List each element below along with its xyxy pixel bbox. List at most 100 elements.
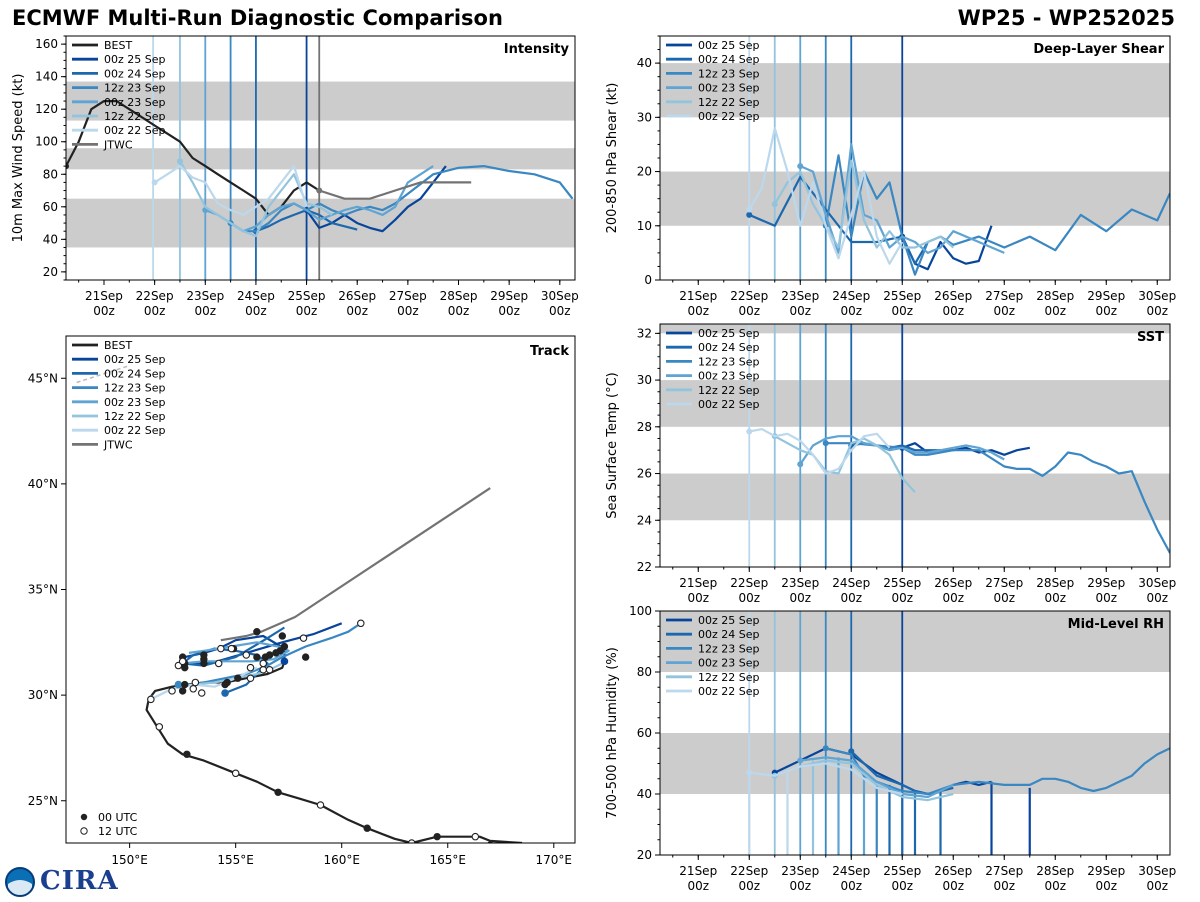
legend-label: 00z 23 Sep: [698, 657, 760, 670]
legend-label: 00z 24 Sep: [104, 367, 166, 380]
x-tick-label: 25Sep: [883, 289, 921, 303]
x-tick-label: 29Sep: [1087, 864, 1125, 878]
legend-label: 00z 23 Sep: [698, 82, 760, 95]
threshold-band: [660, 733, 1170, 794]
legend-label: BEST: [104, 339, 132, 352]
series-start-marker: [822, 440, 829, 447]
x-tick-label: 00z: [144, 304, 166, 318]
marker-12utc: [168, 687, 176, 695]
series-line: [773, 159, 955, 249]
legend-label: 00z 24 Sep: [698, 341, 760, 354]
y-tick-label: 20: [637, 848, 652, 862]
x-tick-label: 30Sep: [1138, 864, 1176, 878]
x-tick-label: 00z: [789, 879, 811, 893]
marker-12utc: [299, 634, 308, 642]
x-tick-label: 00z: [840, 304, 862, 318]
y-tick-label: 35°N: [28, 583, 58, 597]
panel-plot-area: [76, 364, 523, 843]
x-tick-label: 00z: [1146, 304, 1168, 318]
marker-12utc: [231, 769, 240, 778]
panel-track: 150°E 155°E 160°E 165°E 170°E 25°N 30°N 35°N 40°…: [28, 335, 576, 867]
marker-00utc: [223, 678, 231, 687]
panel-title: Track: [530, 344, 569, 359]
legend-label: 12z 22 Sep: [698, 384, 760, 397]
x-tick-label: 00z: [296, 304, 318, 318]
legend-label: 12z 22 Sep: [104, 110, 166, 123]
legend-label: 00z 22 Sep: [698, 685, 760, 698]
x-tick-label: 00z: [1095, 591, 1117, 605]
marker-12utc: [178, 657, 187, 666]
marker-12utc: [259, 666, 267, 674]
marker-00utc: [265, 651, 274, 659]
y-axis-label: 200-850 hPa Shear (kt): [605, 83, 620, 234]
y-tick-label: 100: [629, 604, 652, 618]
x-tick-label: 00z: [687, 591, 709, 605]
legend-label: BEST: [104, 39, 132, 52]
x-tick-label: 29Sep: [1087, 289, 1125, 303]
threshold-band: [660, 611, 1170, 672]
series-start-marker: [746, 206, 753, 213]
marker-12utc: [246, 663, 255, 672]
threshold-band: [66, 148, 575, 170]
x-tick-label: 30Sep: [541, 289, 579, 303]
marker-00utc: [276, 647, 284, 655]
marker-12utc: [147, 695, 155, 704]
x-tick-label: 155°E: [217, 853, 254, 867]
y-tick-label: 60: [637, 726, 652, 740]
x-tick-label: 22Sep: [136, 289, 174, 303]
series-start-marker: [822, 745, 829, 752]
legend-label: 12z 23 Sep: [104, 382, 166, 395]
y-tick-label: 25°N: [28, 794, 58, 808]
x-tick-label: 26Sep: [934, 289, 972, 303]
x-tick-label: 30Sep: [1138, 289, 1176, 303]
legend-label: 00z 22 Sep: [104, 424, 166, 437]
y-axis-label: 700-500 hPa Humidity (%): [605, 647, 620, 819]
x-tick-label: 00z: [891, 591, 913, 605]
threshold-band: [660, 380, 1170, 427]
x-tick-label: 27Sep: [985, 289, 1023, 303]
series-line: [748, 127, 904, 265]
x-tick-label: 00z: [942, 304, 964, 318]
x-tick-label: 21Sep: [679, 576, 717, 590]
threshold-band: [66, 81, 575, 121]
panel-title: Mid-Level RH: [1068, 617, 1164, 632]
x-tick-label: 27Sep: [389, 289, 427, 303]
cira-logo: CIRA: [4, 866, 118, 898]
x-tick-label: 21Sep: [85, 289, 123, 303]
marker-12utc: [214, 659, 223, 668]
marker-00utc: [200, 659, 208, 668]
track-start-marker: [280, 657, 289, 666]
x-tick-label: 00z: [1146, 591, 1168, 605]
legend-label: 00z 22 Sep: [698, 110, 760, 123]
x-tick-label: 00z: [1146, 879, 1168, 893]
marker-00utc: [253, 628, 261, 636]
legend-label: JTWC: [103, 138, 133, 151]
panel-plot-area: [66, 36, 575, 280]
marker-12utc: [246, 674, 255, 682]
marker-12utc: [242, 651, 251, 659]
x-tick-label: 00z: [942, 879, 964, 893]
y-tick-label: 26: [637, 467, 652, 481]
y-tick-label: 160: [35, 37, 58, 51]
y-tick-label: 40°N: [28, 477, 58, 491]
x-tick-label: 00z: [738, 879, 760, 893]
y-tick-label: 22: [637, 560, 652, 574]
marker-00utc: [280, 642, 289, 651]
series-line: [901, 225, 993, 271]
y-tick-label: 120: [35, 102, 58, 116]
series-line: [800, 756, 954, 799]
y-tick-label: 32: [637, 326, 652, 340]
x-tick-label: 00z: [738, 591, 760, 605]
marker-12utc: [155, 723, 164, 731]
panel-rh: 2040608010021Sep00z22Sep00z23Sep00z24Sep…: [605, 604, 1176, 893]
y-axis-label: 10m Max Wind Speed (kt): [11, 74, 26, 243]
track-start-marker: [174, 680, 183, 689]
x-tick-label: 00z: [93, 304, 115, 318]
series-start-marker: [797, 461, 804, 468]
x-tick-label: 22Sep: [730, 864, 768, 878]
x-tick-label: 160°E: [323, 853, 360, 867]
y-tick-label: 100: [35, 135, 58, 149]
legend-label: 00z 22 Sep: [698, 398, 760, 411]
y-tick-label: 28: [637, 420, 652, 434]
series-line: [749, 428, 891, 475]
